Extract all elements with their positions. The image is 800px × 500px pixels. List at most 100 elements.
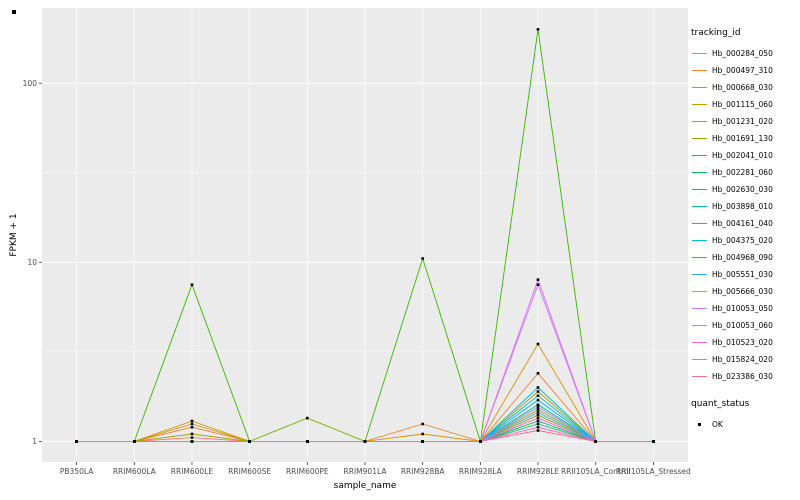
legend-item-label: Hb_023386_030 — [712, 372, 773, 381]
legend-item-label: Hb_005666_030 — [712, 287, 773, 296]
series-color-swatch — [692, 188, 707, 191]
data-point — [479, 440, 482, 443]
legend-item-label: Hb_010053_060 — [712, 321, 773, 330]
legend-item: Hb_001231_020 — [691, 113, 799, 130]
legend-item: Hb_005666_030 — [691, 283, 799, 300]
legend-item-label: Hb_015824_020 — [712, 355, 773, 364]
legend-item: Hb_005551_030 — [691, 266, 799, 283]
x-tick-label: RRIM928LA — [459, 467, 503, 476]
series-color-swatch — [692, 137, 707, 140]
legend: tracking_id Hb_000284_050 Hb_000497_310 Hb… — [691, 28, 799, 433]
legend-item-label: Hb_003898_010 — [712, 202, 773, 211]
x-tick-label: RRII105LA_Control — [561, 467, 631, 476]
data-point — [594, 440, 597, 443]
legend-item: Hb_001115_060 — [691, 96, 799, 113]
y-tick-label: 1 — [32, 437, 37, 446]
series-color-swatch — [692, 222, 707, 225]
quant-legend-item: OK — [691, 416, 799, 433]
quant-legend-items: OK — [691, 416, 799, 433]
x-tick-label: RRIM901LA — [344, 467, 388, 476]
x-tick-label: PB350LA — [60, 467, 94, 476]
data-point — [190, 422, 194, 426]
data-point — [421, 432, 424, 436]
data-point — [536, 408, 540, 412]
legend-item-label: Hb_004161_040 — [712, 219, 773, 228]
data-point — [536, 416, 540, 420]
data-point — [536, 28, 540, 31]
legend-item: Hb_010053_060 — [691, 317, 799, 334]
legend-item-label: Hb_000497_310 — [712, 66, 773, 75]
legend-key-line-icon — [691, 79, 708, 96]
legend-item-label: Hb_010523_020 — [712, 338, 773, 347]
legend-key-line-icon — [691, 334, 708, 351]
legend-key-line-icon — [691, 113, 708, 130]
data-point — [306, 440, 309, 443]
series-color-swatch — [692, 120, 707, 123]
series-color-swatch — [692, 69, 707, 72]
x-tick-label: RRIM600SE — [228, 467, 271, 476]
series-color-swatch — [692, 307, 707, 310]
series-color-swatch — [692, 256, 707, 259]
y-tick-label: 10 — [27, 258, 37, 267]
legend-item: Hb_015824_020 — [691, 351, 799, 368]
data-point — [536, 425, 540, 429]
data-point — [75, 440, 78, 443]
data-point — [536, 390, 540, 393]
series-color-swatch — [692, 239, 707, 242]
series-color-swatch — [692, 52, 707, 55]
legend-key-line-icon — [691, 283, 708, 300]
legend-item-label: Hb_004968_090 — [712, 253, 773, 262]
x-tick-label: RRIM600PE — [286, 467, 329, 476]
legend-title-quant-status: quant_status — [691, 399, 750, 409]
series-color-swatch — [692, 375, 707, 378]
data-point — [190, 425, 194, 429]
legend-item-label: Hb_001231_020 — [712, 117, 773, 126]
series-color-swatch — [692, 205, 707, 208]
legend-item: Hb_002281_060 — [691, 164, 799, 181]
legend-item-label: Hb_001115_060 — [712, 100, 773, 109]
legend-key-line-icon — [691, 96, 708, 113]
legend-item-label: Hb_001691_130 — [712, 134, 773, 143]
legend-item: Hb_001691_130 — [691, 130, 799, 147]
x-axis-title: sample_name — [333, 481, 397, 491]
series-color-swatch — [692, 273, 707, 276]
legend-item-label: Hb_002630_030 — [712, 185, 773, 194]
series-color-swatch — [692, 154, 707, 157]
data-point — [536, 398, 540, 402]
data-point — [536, 422, 540, 426]
legend-item: Hb_000497_310 — [691, 62, 799, 79]
legend-key-line-icon — [691, 164, 708, 181]
legend-item-label: Hb_002041_010 — [712, 151, 773, 160]
data-point — [536, 403, 540, 407]
series-color-swatch — [692, 290, 707, 293]
legend-key-line-icon — [691, 266, 708, 283]
data-point — [421, 257, 424, 260]
legend-item: Hb_004968_090 — [691, 249, 799, 266]
legend-item-label: Hb_000668_030 — [712, 83, 773, 92]
data-point — [190, 436, 194, 439]
legend-item: Hb_002630_030 — [691, 181, 799, 198]
series-color-swatch — [692, 324, 707, 327]
point-shape-swatch — [697, 422, 702, 427]
legend-key-line-icon — [691, 215, 708, 232]
data-point — [190, 440, 194, 443]
series-color-swatch — [692, 171, 707, 174]
x-tick-label: RRII105LA_Stressed — [616, 467, 691, 476]
legend-item: Hb_000668_030 — [691, 79, 799, 96]
data-point — [536, 429, 540, 432]
legend-key-line-icon — [691, 351, 708, 368]
data-point — [248, 440, 251, 443]
legend-item-label: Hb_010053_050 — [712, 304, 773, 313]
x-tick-label: RRIM600LA — [113, 467, 157, 476]
data-point — [536, 411, 540, 414]
data-point — [421, 422, 424, 426]
legend-item: Hb_010053_050 — [691, 300, 799, 317]
data-point — [652, 440, 655, 443]
series-color-swatch — [692, 358, 707, 361]
legend-item-label: Hb_002281_060 — [712, 168, 773, 177]
legend-key-line-icon — [691, 62, 708, 79]
x-tick-label: RRIM928LE — [517, 467, 560, 476]
legend-item: Hb_023386_030 — [691, 368, 799, 385]
legend-item: Hb_000284_050 — [691, 45, 799, 62]
data-point — [363, 440, 367, 443]
